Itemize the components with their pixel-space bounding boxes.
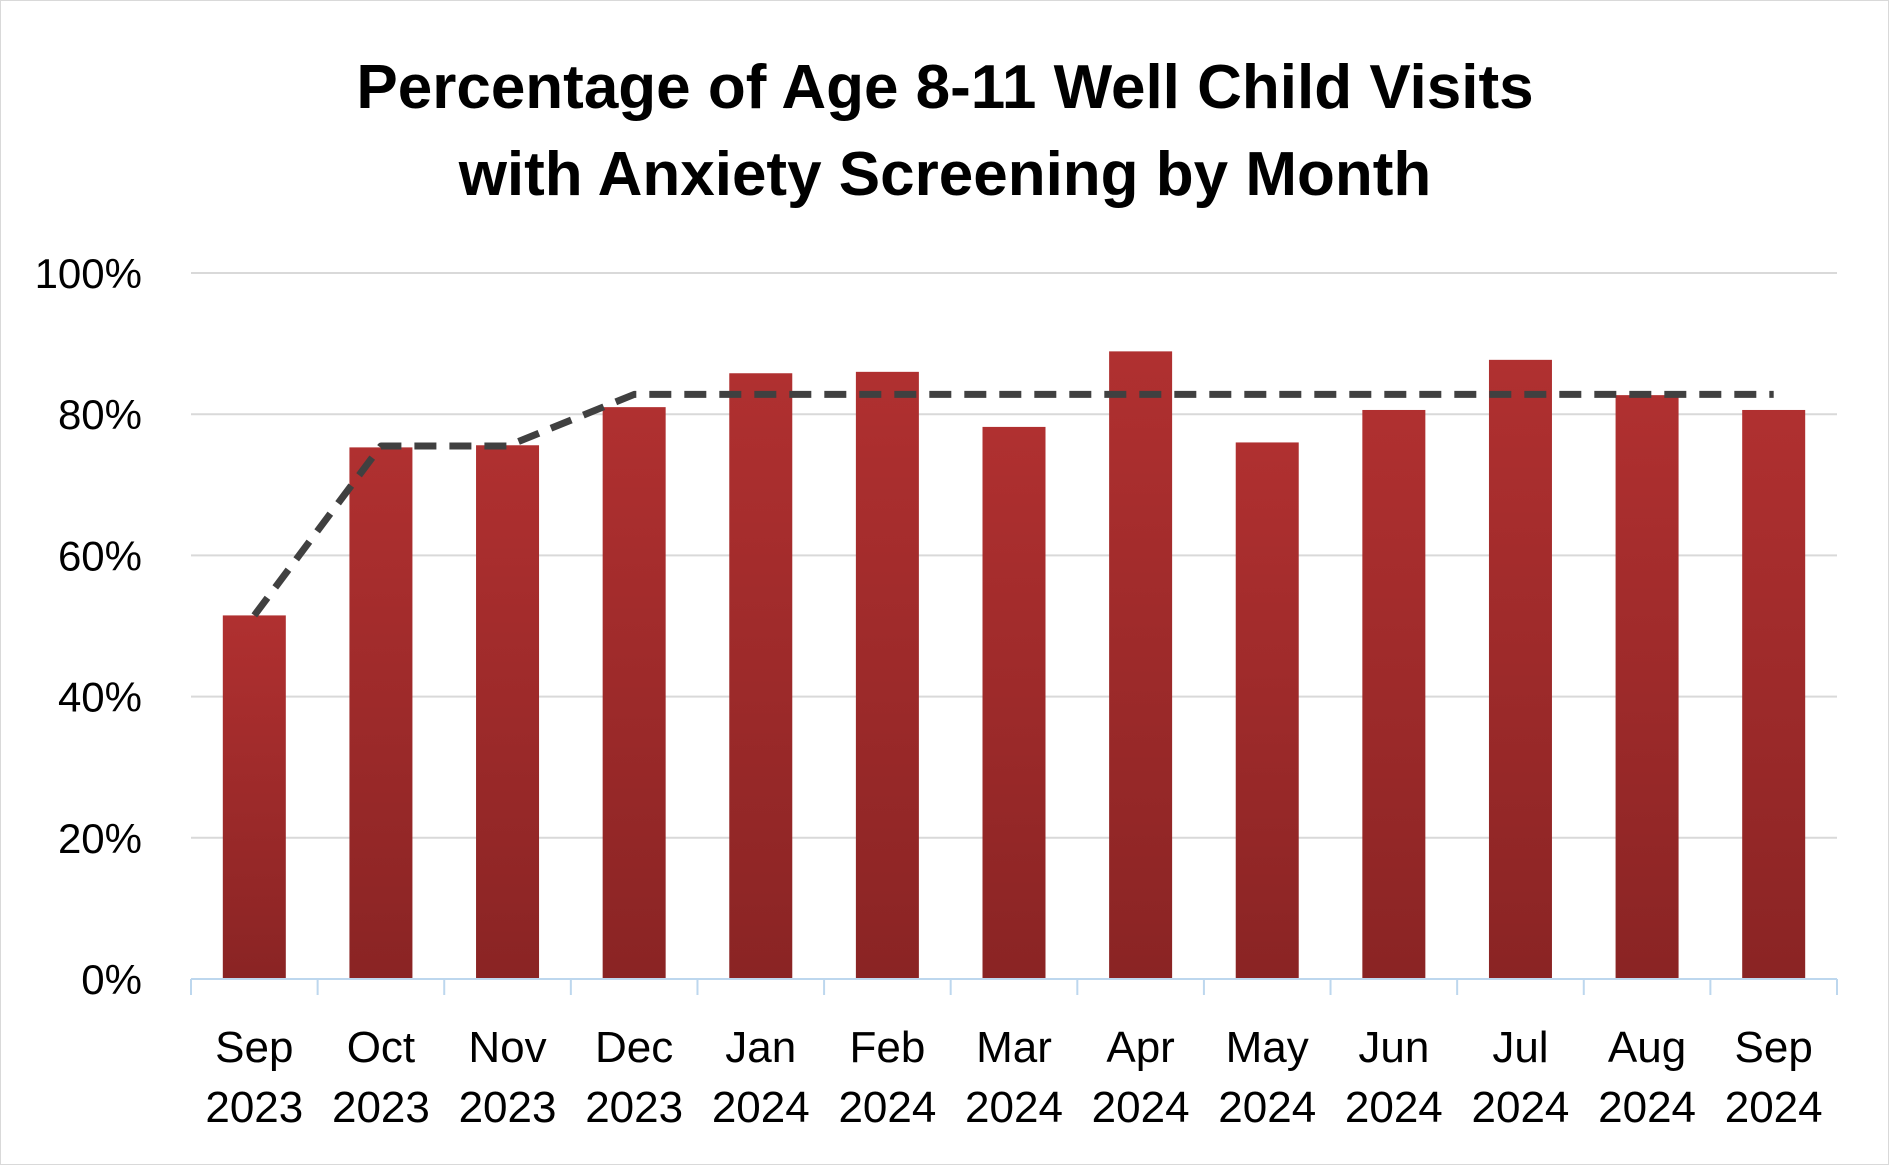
trend-line [251, 390, 1774, 618]
bar [1615, 395, 1679, 979]
x-category-year: 2024 [1472, 1083, 1570, 1132]
y-tick-label: 40% [58, 674, 142, 721]
bar [602, 407, 666, 979]
x-category-year: 2023 [332, 1083, 430, 1132]
x-category-year: 2024 [838, 1083, 936, 1132]
x-category-month: Jun [1358, 1023, 1429, 1072]
x-axis [190, 978, 1838, 995]
bar [855, 371, 919, 980]
x-category-month: Feb [849, 1023, 925, 1072]
x-category-month: Jan [725, 1023, 796, 1072]
bar [1742, 409, 1806, 979]
x-category-month: Jul [1492, 1023, 1548, 1072]
bar [222, 615, 286, 979]
trend-line-path [251, 390, 1774, 618]
chart-title-line-2: with Anxiety Screening by Month [458, 140, 1432, 209]
x-category-year: 2023 [459, 1083, 557, 1132]
x-category-month: Aug [1608, 1023, 1686, 1072]
x-axis-categories: Sep 2023 Oct 2023 Nov 2023 Dec 2023 Jan 2024 Feb 20… [205, 1023, 1822, 1132]
bar [1362, 409, 1426, 979]
bar [1109, 351, 1173, 980]
bar [349, 447, 413, 980]
x-category-year: 2024 [1725, 1083, 1823, 1132]
x-category-year: 2024 [1092, 1083, 1190, 1132]
x-category-year: 2023 [205, 1083, 303, 1132]
y-tick-label: 60% [58, 532, 142, 579]
bar [729, 373, 793, 979]
bar [982, 426, 1046, 980]
y-tick-label: 0% [81, 956, 142, 1003]
bar-series [222, 351, 1806, 980]
x-category-year: 2024 [1345, 1083, 1443, 1132]
y-axis-ticks: 0% 20% 40% 60% 80% 100% [35, 250, 142, 1003]
y-tick-label: 80% [58, 391, 142, 438]
y-tick-label: 20% [58, 815, 142, 862]
bar [1235, 442, 1299, 979]
x-category-month: Apr [1106, 1023, 1174, 1072]
x-category-month: May [1226, 1023, 1309, 1072]
bar [1488, 359, 1552, 979]
x-category-year: 2024 [1218, 1083, 1316, 1132]
x-category-year: 2023 [585, 1083, 683, 1132]
x-category-month: Dec [595, 1023, 673, 1072]
y-tick-label: 100% [35, 250, 142, 297]
x-category-year: 2024 [1598, 1083, 1696, 1132]
x-category-month: Sep [1735, 1023, 1813, 1072]
x-category-month: Nov [468, 1023, 546, 1072]
chart-title-line-1: Percentage of Age 8-11 Well Child Visits [356, 53, 1533, 122]
x-category-year: 2024 [712, 1083, 810, 1132]
x-category-month: Mar [976, 1023, 1052, 1072]
x-category-month: Oct [347, 1023, 415, 1072]
bar [476, 445, 540, 979]
x-category-month: Sep [215, 1023, 293, 1072]
chart-title: Percentage of Age 8-11 Well Child Visits… [356, 53, 1533, 209]
x-category-year: 2024 [965, 1083, 1063, 1132]
